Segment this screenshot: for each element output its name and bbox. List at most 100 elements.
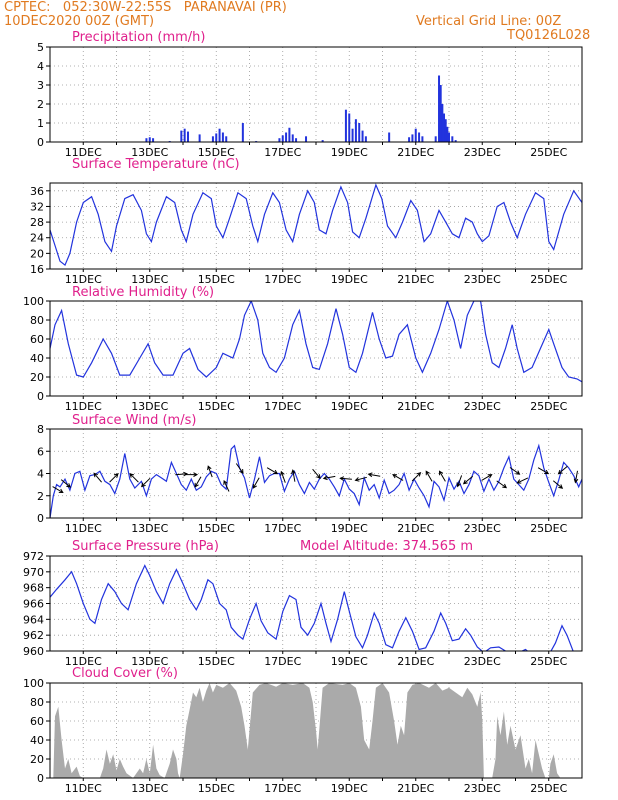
wind-vector-arrow — [52, 486, 64, 494]
precip-bar — [443, 113, 446, 142]
wind-vector-arrow — [223, 479, 230, 492]
wind-vector-arrow — [109, 473, 119, 483]
precip-bar — [434, 136, 437, 142]
x-tick-label: 23DEC — [464, 655, 501, 668]
precip-bar — [361, 130, 364, 142]
precip-bar — [344, 109, 347, 142]
x-tick-label: 23DEC — [464, 400, 501, 413]
panel-title: Surface Pressure (hPa) — [72, 539, 219, 554]
x-tick-label: 21DEC — [397, 655, 434, 668]
x-tick-label: 11DEC — [65, 273, 102, 286]
y-tick-label: 972 — [23, 550, 44, 563]
wind-vector-arrow — [291, 469, 296, 482]
wind-vector-arrow — [462, 475, 474, 485]
precip-bar — [305, 136, 308, 142]
wind-vector-arrow — [509, 467, 521, 475]
x-tick-label: 25DEC — [530, 655, 567, 668]
precip-bar — [221, 132, 224, 142]
precip-bar — [439, 85, 442, 142]
wind-vector-arrow — [557, 465, 568, 475]
wind-vector-arrow — [280, 470, 286, 483]
y-tick-label: 100 — [23, 677, 44, 690]
x-tick-label: 11DEC — [65, 146, 102, 159]
precip-bar — [351, 128, 354, 142]
y-tick-label: 20 — [30, 753, 44, 766]
y-tick-label: 4 — [37, 60, 44, 73]
wind-vector-arrow — [207, 465, 213, 478]
y-tick-label: 1 — [37, 117, 44, 130]
precip-bar — [364, 136, 367, 142]
x-tick-label: 19DEC — [331, 782, 368, 795]
x-tick-label: 13DEC — [131, 782, 168, 795]
y-tick-label: 16 — [30, 263, 44, 276]
x-tick-label: 17DEC — [264, 522, 301, 535]
precip-bar — [152, 138, 155, 142]
y-tick-label: 100 — [23, 295, 44, 308]
header-station: CPTEC: 052:30W-22:55S PARANAVAI (PR) — [4, 0, 287, 15]
series-line — [50, 564, 574, 651]
series-line — [50, 183, 582, 267]
wind-vector-arrow — [339, 476, 352, 481]
x-tick-label: 19DEC — [331, 273, 368, 286]
x-tick-label: 25DEC — [530, 146, 567, 159]
y-tick-label: 60 — [30, 715, 44, 728]
wind-vector-arrow — [438, 470, 446, 482]
wind-vector-arrow — [60, 479, 72, 488]
x-tick-label: 11DEC — [65, 655, 102, 668]
panel-title: Relative Humidity (%) — [72, 285, 214, 300]
x-tick-label: 15DEC — [198, 400, 235, 413]
wind-vector-arrow — [411, 471, 422, 482]
x-tick-label: 13DEC — [131, 146, 168, 159]
precip-bar — [148, 137, 151, 142]
y-tick-label: 0 — [37, 772, 44, 785]
precip-bar — [444, 119, 447, 142]
x-tick-label: 25DEC — [530, 400, 567, 413]
y-tick-label: 2 — [37, 490, 44, 503]
x-tick-label: 15DEC — [198, 146, 235, 159]
panel-title: Cloud Cover (%) — [72, 666, 178, 681]
precip-bar — [145, 138, 148, 142]
wind-vector-arrow — [481, 474, 493, 481]
x-tick-label: 17DEC — [264, 655, 301, 668]
x-tick-label: 23DEC — [464, 273, 501, 286]
y-tick-label: 8 — [37, 423, 44, 436]
precip-bar — [198, 134, 201, 142]
x-tick-label: 13DEC — [131, 522, 168, 535]
wind-vector-arrow — [185, 472, 199, 477]
x-tick-label: 15DEC — [198, 782, 235, 795]
precip-bar — [454, 140, 457, 142]
x-tick-label: 25DEC — [530, 782, 567, 795]
precip-bar — [211, 136, 214, 142]
wind-vector-arrow — [354, 476, 367, 482]
y-tick-label: 4 — [37, 468, 44, 481]
precip-bar — [446, 126, 449, 142]
precip-bar — [438, 75, 441, 142]
cloud-cover-area — [50, 683, 582, 778]
x-tick-label: 19DEC — [331, 655, 368, 668]
x-tick-label: 17DEC — [264, 146, 301, 159]
wind-vector-arrow — [456, 475, 463, 488]
precip-bar — [186, 131, 189, 142]
y-tick-label: 962 — [23, 629, 44, 642]
x-tick-label: 21DEC — [397, 782, 434, 795]
x-tick-label: 15DEC — [198, 273, 235, 286]
header-grid-note: Vertical Grid Line: 00Z — [416, 14, 562, 29]
y-tick-label: 0 — [37, 390, 44, 403]
x-tick-label: 15DEC — [198, 522, 235, 535]
wind-vector-arrow — [516, 477, 529, 484]
y-tick-label: 20 — [30, 371, 44, 384]
wind-vector-arrow — [266, 467, 279, 475]
precip-bar — [448, 132, 450, 142]
wind-vector-arrow — [129, 473, 139, 483]
y-tick-label: 24 — [30, 232, 44, 245]
series-line — [50, 301, 582, 383]
y-tick-label: 32 — [30, 200, 44, 213]
y-tick-label: 40 — [30, 352, 44, 365]
y-tick-label: 40 — [30, 734, 44, 747]
precip-bar — [241, 123, 244, 142]
precip-bar — [295, 138, 298, 142]
precip-bar — [215, 133, 218, 142]
panel-title: Precipitation (mm/h) — [72, 30, 205, 45]
x-tick-label: 25DEC — [530, 522, 567, 535]
